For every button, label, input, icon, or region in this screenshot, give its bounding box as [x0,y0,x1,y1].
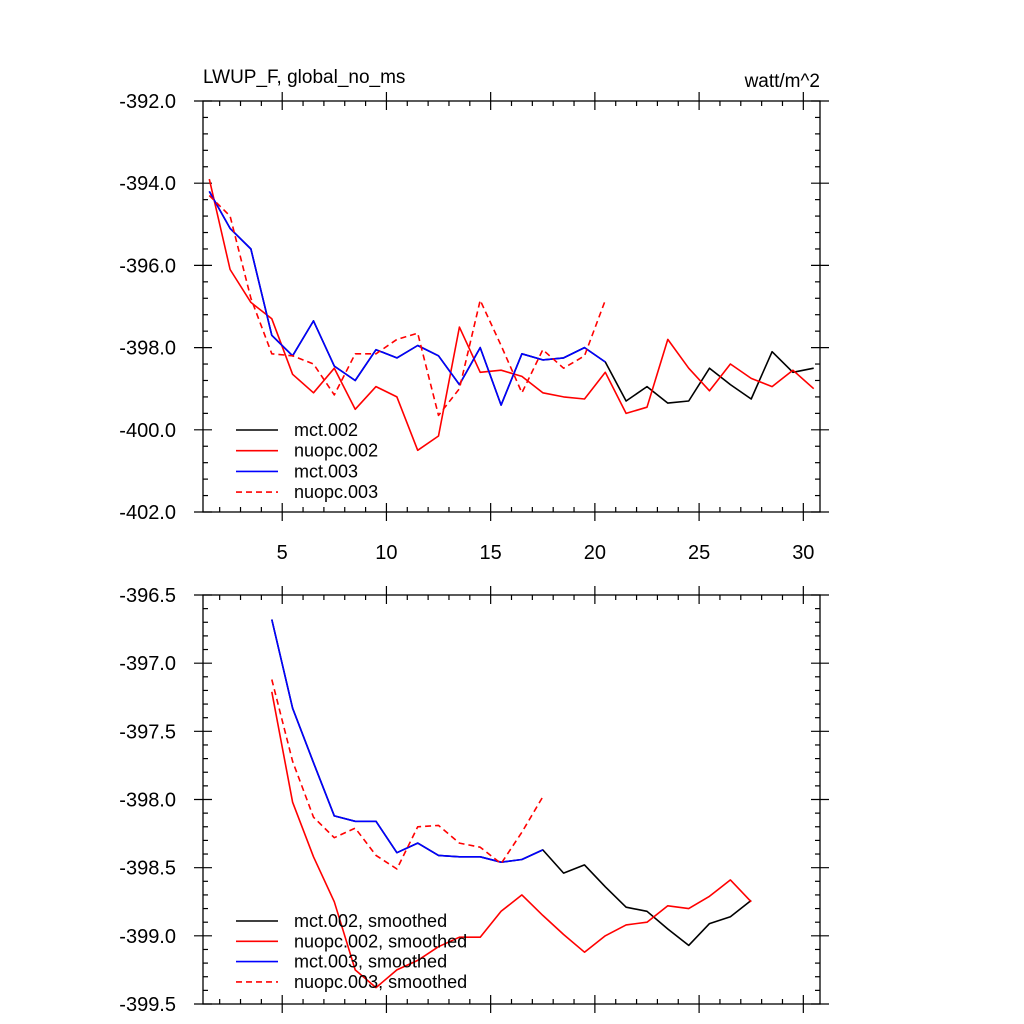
y-tick-label: -397.5 [119,721,176,743]
legend-label: nuopc.002 [294,441,378,461]
legend-label: nuopc.003 [294,482,378,502]
y-tick-label: -398.0 [119,790,176,812]
y-tick-label: -396.0 [119,255,176,277]
legend-label: mct.002, smoothed [294,911,447,931]
y-tick-label: -400.0 [119,420,176,442]
legend-label: mct.003, smoothed [294,952,447,972]
y-tick-label: -394.0 [119,173,176,195]
bottom-series [271,619,752,989]
x-tick-label: 20 [584,542,606,564]
bottom-panel: -396.5 -397.0 -397.5 -398.0 -398.5 -399.0 -399… [119,585,829,1016]
bottom-ticks: -396.5 -397.0 -397.5 -398.0 -398.5 -399.0 -399… [119,585,829,1016]
units-label: watt/m^2 [744,71,820,92]
series-line-nuopc-003-smoothed [271,679,544,870]
x-tick-label: 25 [688,542,710,564]
y-tick-label: -399.0 [119,926,176,948]
top-series [208,178,815,452]
x-tick-label: 15 [480,542,502,564]
y-tick-label: -398.5 [119,858,176,880]
top-ticks: -392.0 -394.0 -396.0 -398.0 -400.0 -402.0 5 10 1… [119,91,829,564]
top-panel: LWUP_F, global_no_ms watt/m^2 -392.0 -394… [119,67,829,564]
x-tick-label: 30 [792,542,814,564]
series-line-nuopc-002-smoothed [271,691,752,989]
series-line-nuopc-003 [208,194,607,417]
y-tick-label: -397.0 [119,653,176,675]
y-tick-label: -392.0 [119,91,176,113]
y-tick-label: -399.5 [119,994,176,1016]
top-plot-frame [202,100,821,513]
series-line-mct-003-smoothed [271,619,544,864]
series-line-nuopc-002 [208,178,815,452]
legend-label: mct.003 [294,461,358,481]
legend-label: mct.002 [294,420,358,440]
chart-title: LWUP_F, global_no_ms [203,67,405,88]
legend-label: nuopc.003, smoothed [294,972,467,992]
y-tick-label: -396.5 [119,585,176,607]
x-tick-label: 5 [277,542,288,564]
series-line-mct-002-smoothed [271,619,752,947]
y-tick-label: -402.0 [119,502,176,524]
x-tick-label: 10 [375,542,397,564]
y-tick-label: -398.0 [119,338,176,360]
bottom-plot-frame [202,594,821,1005]
series-line-mct-003 [208,191,606,406]
legend-label: nuopc.002, smoothed [294,931,467,951]
